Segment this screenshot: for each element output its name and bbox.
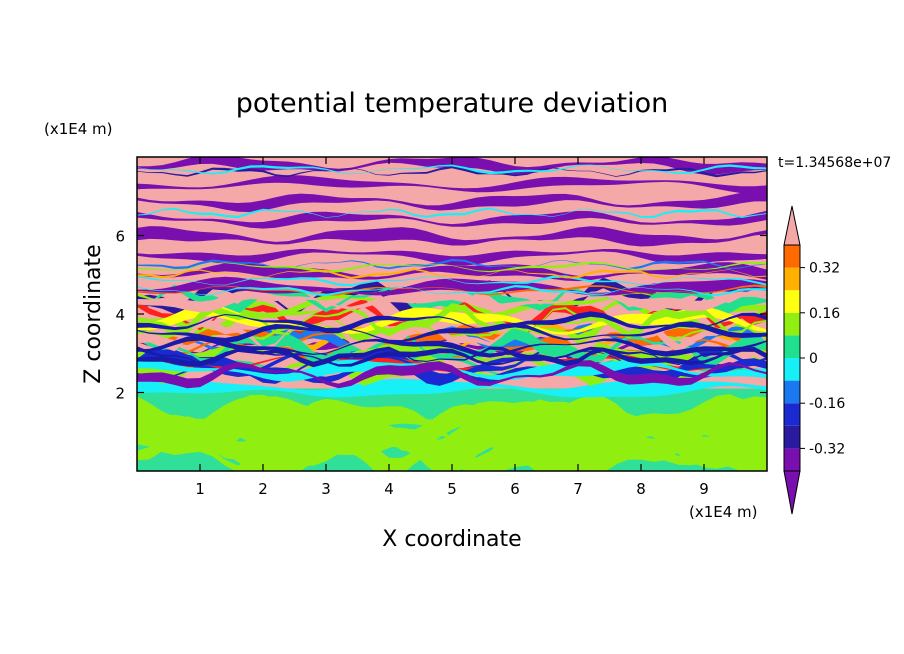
x-tick-label: 1 xyxy=(195,480,205,498)
colorbar-swatch xyxy=(784,448,800,471)
mixed-layer xyxy=(137,327,767,368)
thin-streak xyxy=(137,268,767,280)
x-tick-label: 6 xyxy=(510,480,520,498)
colorbar-swatch xyxy=(784,335,800,358)
y-tick-label: 4 xyxy=(115,306,125,324)
colorbar-swatch xyxy=(784,290,800,313)
colorbar-extend-high xyxy=(783,205,801,246)
y-axis: 2 4 6 xyxy=(115,228,767,403)
colorbar-label: 0.16 xyxy=(809,306,840,322)
y-axis-label: Z coordinate xyxy=(81,244,106,383)
dark-wave xyxy=(137,311,767,334)
x-tick-label: 2 xyxy=(258,480,268,498)
purple-layer xyxy=(137,248,767,266)
dark-wave xyxy=(137,321,767,343)
colorbar-swatch xyxy=(784,358,800,381)
purple-layer xyxy=(137,226,767,247)
x-tick-label: 3 xyxy=(321,480,331,498)
purple-layer xyxy=(137,210,767,229)
colorbar-swatch xyxy=(784,380,800,404)
colorbar-extend-low xyxy=(783,470,801,515)
mixed-layer xyxy=(137,304,767,335)
colorbar: 0.32 0.16 0 -0.16 -0.32 xyxy=(783,205,845,515)
dark-wave xyxy=(137,335,767,358)
x-tick-label: 8 xyxy=(636,480,646,498)
x-tick-label: 4 xyxy=(384,480,394,498)
x-axis: 1 2 3 4 5 6 7 8 9 xyxy=(195,157,709,498)
y-tick-label: 2 xyxy=(115,385,125,403)
lower-blob xyxy=(137,396,767,455)
x-tick-label: 9 xyxy=(699,480,709,498)
cyan-band xyxy=(137,376,767,398)
chart-title: potential temperature deviation xyxy=(236,88,668,119)
colorbar-swatch xyxy=(784,425,800,449)
purple-layer xyxy=(137,175,767,195)
thin-streak xyxy=(137,166,767,178)
mixed-layer xyxy=(137,360,767,389)
field-layers xyxy=(137,157,767,471)
dark-wave xyxy=(137,346,767,368)
colorbar-label: 0.32 xyxy=(809,261,840,277)
thin-streak xyxy=(137,275,767,287)
y-tick-label: 6 xyxy=(115,228,125,246)
colorbar-label: -0.32 xyxy=(809,441,845,457)
x-tick-label: 7 xyxy=(573,480,583,498)
purple-layer xyxy=(137,262,767,282)
colorbar-swatch xyxy=(784,403,800,426)
colorbar-swatch xyxy=(784,267,800,291)
thin-streak xyxy=(137,284,767,296)
thin-streak xyxy=(137,164,767,175)
colorbar-label: 0 xyxy=(809,351,818,367)
x-axis-label: X coordinate xyxy=(382,527,521,552)
colorbar-swatch xyxy=(784,245,800,268)
purple-layer xyxy=(137,191,767,213)
colorbar-swatch xyxy=(784,312,800,336)
x-unit-label: (x1E4 m) xyxy=(689,503,758,521)
colorbar-label: -0.16 xyxy=(809,396,845,412)
thin-streak xyxy=(137,261,767,273)
lower-blob xyxy=(137,413,767,471)
x-tick-label: 5 xyxy=(447,480,457,498)
plot-area xyxy=(137,157,767,471)
y-unit-label: (x1E4 m) xyxy=(44,120,113,138)
time-label: t=1.34568e+07 xyxy=(778,155,891,171)
